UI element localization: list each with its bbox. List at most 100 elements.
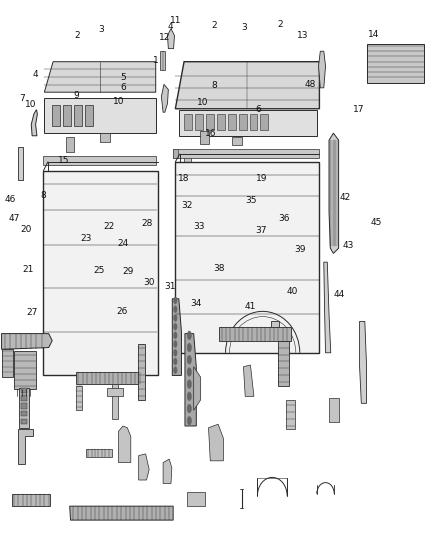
- Text: 46: 46: [5, 195, 16, 204]
- Circle shape: [173, 367, 177, 374]
- Polygon shape: [194, 367, 201, 410]
- Text: 1: 1: [153, 56, 159, 65]
- Text: 21: 21: [22, 265, 33, 274]
- Circle shape: [173, 297, 177, 304]
- Circle shape: [187, 380, 191, 389]
- Bar: [21, 387, 27, 393]
- Bar: [179, 110, 317, 136]
- Polygon shape: [272, 321, 279, 337]
- Polygon shape: [19, 387, 28, 427]
- Text: 47: 47: [8, 214, 19, 223]
- Bar: [184, 156, 191, 163]
- Polygon shape: [160, 51, 165, 70]
- Polygon shape: [2, 334, 52, 349]
- Polygon shape: [208, 424, 223, 461]
- Bar: [21, 419, 27, 424]
- Text: 31: 31: [164, 282, 176, 291]
- Text: 23: 23: [81, 235, 92, 244]
- Bar: [52, 106, 60, 126]
- Circle shape: [187, 368, 191, 376]
- Polygon shape: [172, 298, 181, 375]
- Polygon shape: [70, 506, 173, 520]
- Polygon shape: [187, 492, 205, 506]
- Text: 29: 29: [123, 268, 134, 276]
- Polygon shape: [14, 351, 35, 390]
- Polygon shape: [43, 171, 158, 375]
- Bar: [74, 106, 82, 126]
- Text: 8: 8: [212, 81, 218, 90]
- Text: 10: 10: [25, 100, 36, 109]
- Circle shape: [173, 332, 177, 339]
- Text: 40: 40: [286, 287, 298, 296]
- Text: 44: 44: [333, 289, 345, 298]
- Polygon shape: [44, 62, 155, 92]
- Polygon shape: [329, 398, 339, 423]
- Polygon shape: [76, 372, 142, 384]
- Circle shape: [187, 331, 191, 340]
- Polygon shape: [367, 44, 424, 83]
- Polygon shape: [167, 29, 174, 49]
- Text: 26: 26: [117, 307, 128, 316]
- Text: 19: 19: [256, 174, 268, 183]
- Circle shape: [187, 343, 191, 352]
- Polygon shape: [12, 494, 49, 506]
- Polygon shape: [76, 386, 82, 410]
- Text: 11: 11: [170, 17, 181, 26]
- Text: 14: 14: [368, 30, 380, 39]
- Polygon shape: [175, 162, 319, 353]
- Text: 3: 3: [98, 26, 104, 35]
- Text: 3: 3: [241, 23, 247, 32]
- Polygon shape: [161, 84, 168, 112]
- Polygon shape: [329, 133, 339, 253]
- Polygon shape: [2, 349, 13, 377]
- Polygon shape: [119, 426, 131, 463]
- Text: 39: 39: [294, 245, 306, 254]
- Bar: [21, 395, 27, 401]
- Polygon shape: [107, 387, 123, 397]
- Text: 27: 27: [26, 308, 38, 317]
- Polygon shape: [18, 147, 22, 180]
- Text: 48: 48: [305, 80, 316, 89]
- Bar: [43, 156, 156, 165]
- Text: 8: 8: [41, 191, 46, 200]
- Bar: [63, 106, 71, 126]
- Circle shape: [173, 358, 177, 365]
- Circle shape: [187, 404, 191, 413]
- Text: 37: 37: [255, 226, 267, 235]
- Polygon shape: [244, 365, 254, 397]
- Text: 30: 30: [143, 278, 155, 287]
- Text: 43: 43: [342, 241, 353, 250]
- Circle shape: [187, 392, 191, 401]
- Text: 10: 10: [113, 97, 124, 106]
- Polygon shape: [163, 459, 172, 483]
- Polygon shape: [138, 344, 145, 400]
- Circle shape: [173, 341, 177, 348]
- Text: 2: 2: [212, 21, 217, 30]
- Text: 6: 6: [255, 104, 261, 114]
- Bar: [21, 411, 27, 416]
- Polygon shape: [360, 321, 367, 403]
- Text: 7: 7: [19, 94, 25, 103]
- Polygon shape: [324, 262, 331, 353]
- Text: 25: 25: [94, 266, 105, 274]
- Text: 24: 24: [117, 239, 129, 248]
- Circle shape: [187, 416, 191, 425]
- Bar: [261, 114, 268, 130]
- Text: 18: 18: [178, 174, 190, 183]
- Text: 12: 12: [159, 34, 170, 43]
- Text: 42: 42: [340, 193, 351, 202]
- Text: 35: 35: [246, 196, 257, 205]
- Text: 2: 2: [74, 31, 80, 40]
- Bar: [228, 114, 236, 130]
- Text: 45: 45: [371, 219, 382, 228]
- Polygon shape: [286, 400, 295, 430]
- Text: 41: 41: [245, 302, 256, 311]
- Bar: [195, 114, 203, 130]
- Circle shape: [173, 349, 177, 356]
- Polygon shape: [139, 454, 149, 480]
- Text: 9: 9: [74, 91, 80, 100]
- Text: 16: 16: [205, 129, 216, 138]
- Bar: [85, 106, 93, 126]
- Polygon shape: [279, 341, 289, 386]
- Text: 36: 36: [278, 214, 290, 223]
